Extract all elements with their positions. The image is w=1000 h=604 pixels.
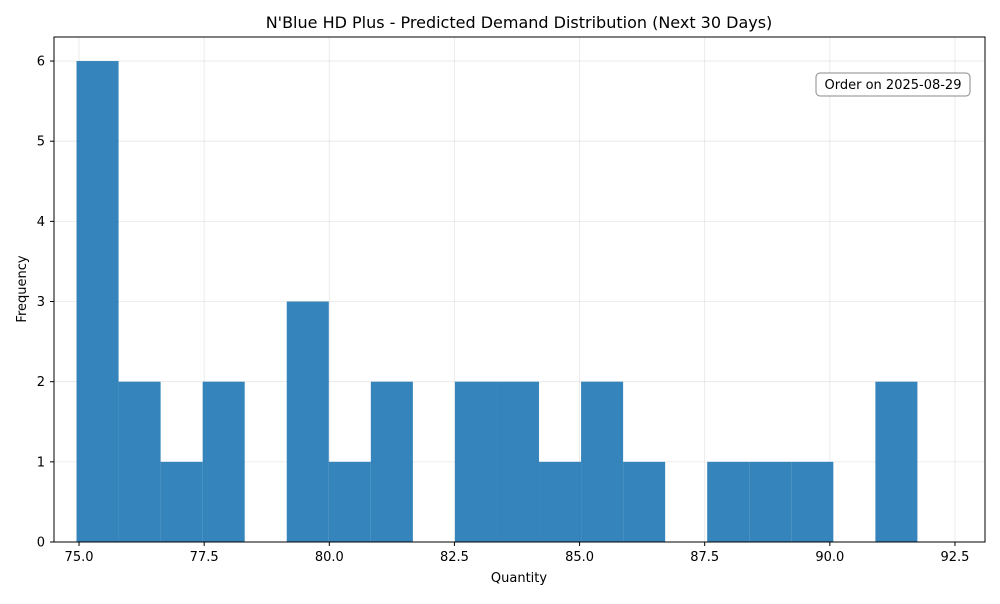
- histogram-bar-19: [875, 381, 918, 542]
- histogram-bar-11: [539, 461, 582, 542]
- histogram-bar-0: [76, 61, 119, 543]
- histogram-bar-9: [454, 381, 497, 542]
- histogram-bar-13: [623, 461, 666, 542]
- y-tick-label-6: 6: [37, 55, 45, 70]
- histogram-bar-1: [118, 381, 161, 542]
- x-tick-label-5: 87.5: [690, 550, 719, 565]
- y-axis-label: Frequency: [15, 255, 30, 322]
- y-tick-label-4: 4: [37, 215, 45, 230]
- histogram-bar-17: [791, 461, 834, 542]
- annotation-box: Order on 2025-08-29: [815, 72, 971, 97]
- plot-frame: [53, 36, 986, 543]
- y-tick-label-5: 5: [37, 135, 45, 150]
- histogram-bar-16: [749, 461, 792, 542]
- x-tick-label-4: 85.0: [565, 550, 594, 565]
- histogram-bar-10: [496, 381, 540, 542]
- x-tick-label-7: 92.5: [940, 550, 969, 565]
- histogram-bar-6: [328, 461, 371, 542]
- y-tick-label-1: 1: [37, 455, 45, 470]
- histogram-bar-2: [160, 461, 203, 542]
- y-tick-label-3: 3: [37, 295, 45, 310]
- x-tick-label-0: 75.0: [65, 550, 94, 565]
- annotation-rect: [815, 72, 971, 97]
- ticks-layer: 75.0 77.5 80.0 82.5 85.0 87.5 90.0 92.5 0 1 2 3 4 5 6: [37, 55, 970, 565]
- y-tick-label-0: 0: [37, 536, 45, 551]
- annotation-text: Order on 2025-08-29: [825, 78, 962, 93]
- histogram-bar-15: [707, 461, 750, 542]
- x-tick-label-6: 90.0: [815, 550, 844, 565]
- chart-title: N'Blue HD Plus - Predicted Demand Distri…: [266, 13, 773, 32]
- histogram-bar-5: [286, 301, 329, 542]
- x-tick-label-2: 80.0: [315, 550, 344, 565]
- x-axis-label: Quantity: [491, 571, 547, 586]
- y-tick-label-2: 2: [37, 375, 45, 390]
- histogram-bar-12: [581, 381, 624, 542]
- bars-layer: [76, 61, 918, 543]
- histogram-bar-7: [370, 381, 413, 542]
- x-tick-label-1: 77.5: [190, 550, 219, 565]
- x-tick-label-3: 82.5: [440, 550, 469, 565]
- histogram-bar-3: [202, 381, 245, 542]
